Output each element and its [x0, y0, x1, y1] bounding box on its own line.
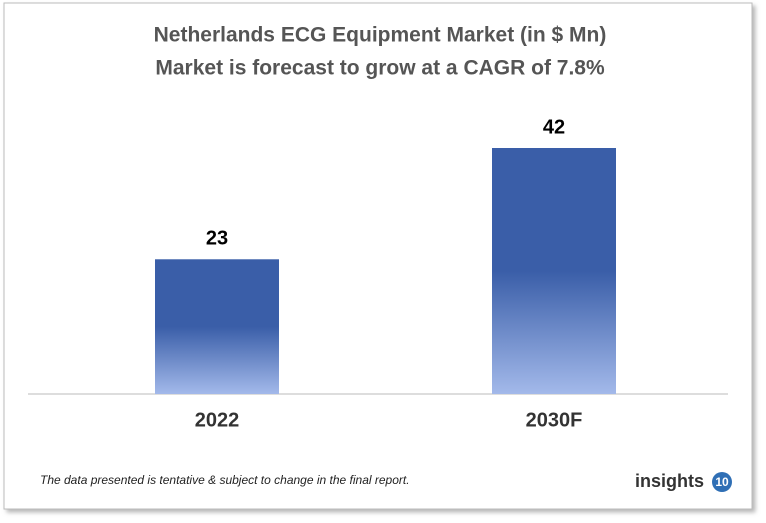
x-tick-label: 2022 — [195, 409, 240, 431]
chart-subtitle: Market is forecast to grow at a CAGR of … — [155, 57, 605, 80]
logo-text: insights — [635, 471, 704, 491]
logo-badge-text: 10 — [715, 475, 729, 489]
chart-title: Netherlands ECG Equipment Market (in $ M… — [154, 24, 607, 47]
value-label: 23 — [206, 228, 228, 250]
frame — [3, 2, 753, 510]
x-tick-label: 2030F — [526, 409, 583, 431]
bar — [155, 259, 279, 394]
value-label: 42 — [543, 116, 565, 138]
logo-badge — [712, 472, 732, 492]
footnote: The data presented is tentative & subjec… — [40, 473, 410, 487]
bar — [492, 148, 616, 394]
